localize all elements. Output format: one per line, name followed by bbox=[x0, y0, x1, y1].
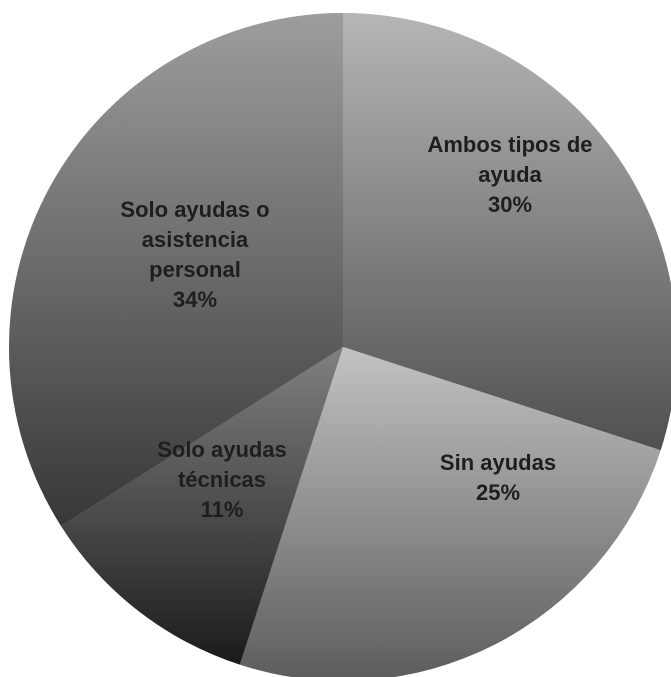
slice-label: Sin ayudas 25% bbox=[423, 448, 573, 508]
value-label: 25% bbox=[475, 480, 521, 505]
slice-label: Solo ayudas técnicas 11% bbox=[142, 435, 302, 525]
slice-label: Ambos tipos de ayuda 30% bbox=[420, 130, 600, 220]
slice-label: Solo ayudas o asistencia personal 34% bbox=[100, 195, 290, 315]
value-label: 30% bbox=[487, 192, 533, 217]
slice-shade bbox=[239, 347, 661, 677]
category-name: Solo ayudas técnicas bbox=[157, 437, 287, 492]
category-name: Ambos tipos de ayuda bbox=[427, 132, 593, 187]
slice-shade bbox=[8, 13, 343, 526]
value-label: 34% bbox=[172, 287, 218, 312]
slice-shade bbox=[60, 347, 343, 665]
value-label: 11% bbox=[200, 497, 244, 522]
category-name: Sin ayudas bbox=[439, 450, 557, 475]
slice-shade bbox=[343, 13, 671, 451]
category-name: Solo ayudas o asistencia personal bbox=[120, 197, 270, 282]
